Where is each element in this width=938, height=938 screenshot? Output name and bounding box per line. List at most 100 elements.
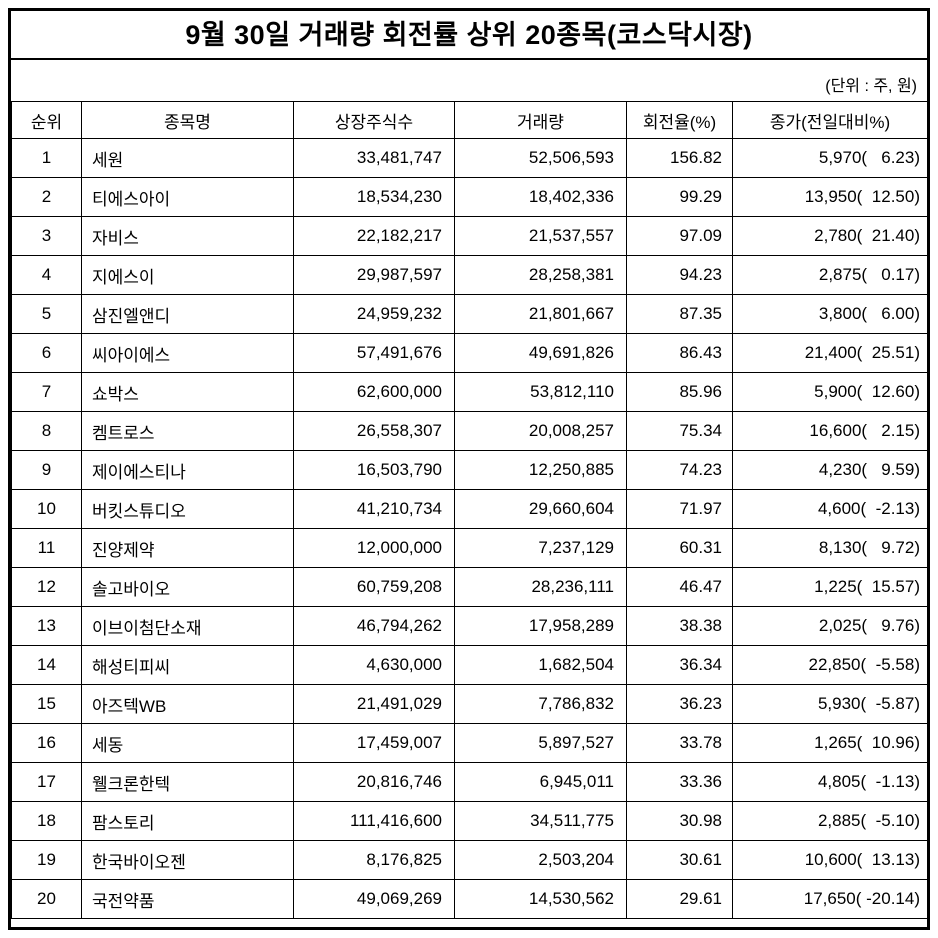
- volume-cell: 2,503,204: [454, 840, 627, 880]
- stock-name-cell: 국전약품: [81, 879, 294, 919]
- stock-name-cell: 진양제약: [81, 528, 294, 568]
- turnover-cell: 38.38: [626, 606, 733, 646]
- turnover-cell: 36.23: [626, 684, 733, 724]
- table-row: 6 씨아이에스 57,491,676 49,691,826 86.43 21,400( 2…: [11, 333, 928, 373]
- rank-cell: 5: [11, 294, 82, 334]
- volume-cell: 7,237,129: [454, 528, 627, 568]
- turnover-cell: 30.98: [626, 801, 733, 841]
- volume-cell: 29,660,604: [454, 489, 627, 529]
- table-row: 9 제이에스티나 16,503,790 12,250,885 74.23 4,230( 9…: [11, 450, 928, 490]
- table-row: 20 국전약품 49,069,269 14,530,562 29.61 17,650( -…: [11, 879, 928, 919]
- listed-shares-cell: 8,176,825: [293, 840, 455, 880]
- close-price-cell: 5,900( 12.60): [732, 372, 928, 412]
- close-price-cell: 17,650( -20.14): [732, 879, 928, 919]
- turnover-cell: 33.78: [626, 723, 733, 763]
- column-header-close_price_change: 종가(전일대비%): [732, 101, 928, 139]
- table-row: 5 삼진엘앤디 24,959,232 21,801,667 87.35 3,800( 6.…: [11, 294, 928, 334]
- listed-shares-cell: 22,182,217: [293, 216, 455, 256]
- volume-cell: 21,801,667: [454, 294, 627, 334]
- rank-cell: 3: [11, 216, 82, 256]
- table-row: 1 세원 33,481,747 52,506,593 156.82 5,970( 6.23…: [11, 138, 928, 178]
- close-price-cell: 5,970( 6.23): [732, 138, 928, 178]
- volume-cell: 52,506,593: [454, 138, 627, 178]
- listed-shares-cell: 33,481,747: [293, 138, 455, 178]
- column-header-listed_shares: 상장주식수: [293, 101, 455, 139]
- turnover-cell: 97.09: [626, 216, 733, 256]
- listed-shares-cell: 21,491,029: [293, 684, 455, 724]
- turnover-cell: 86.43: [626, 333, 733, 373]
- column-header-volume: 거래량: [454, 101, 627, 139]
- turnover-cell: 75.34: [626, 411, 733, 451]
- column-header-stock_name: 종목명: [81, 101, 294, 139]
- rank-cell: 14: [11, 645, 82, 685]
- table-row: 3 자비스 22,182,217 21,537,557 97.09 2,780( 21.4…: [11, 216, 928, 256]
- table-row: 2 티에스아이 18,534,230 18,402,336 99.29 13,950( 1…: [11, 177, 928, 217]
- turnover-cell: 36.34: [626, 645, 733, 685]
- turnover-cell: 60.31: [626, 528, 733, 568]
- close-price-cell: 2,780( 21.40): [732, 216, 928, 256]
- table-header-row: 순위 종목명 상장주식수 거래량 회전율(%) 종가(전일대비%): [11, 101, 928, 139]
- stock-name-cell: 제이에스티나: [81, 450, 294, 490]
- close-price-cell: 4,600( -2.13): [732, 489, 928, 529]
- table-row: 16 세동 17,459,007 5,897,527 33.78 1,265( 10.96…: [11, 723, 928, 763]
- stock-name-cell: 버킷스튜디오: [81, 489, 294, 529]
- close-price-cell: 2,025( 9.76): [732, 606, 928, 646]
- stock-name-cell: 해성티피씨: [81, 645, 294, 685]
- close-price-cell: 2,885( -5.10): [732, 801, 928, 841]
- table-row: 19 한국바이오젠 8,176,825 2,503,204 30.61 10,600( 1…: [11, 840, 928, 880]
- rank-cell: 7: [11, 372, 82, 412]
- listed-shares-cell: 46,794,262: [293, 606, 455, 646]
- listed-shares-cell: 20,816,746: [293, 762, 455, 802]
- turnover-cell: 156.82: [626, 138, 733, 178]
- listed-shares-cell: 16,503,790: [293, 450, 455, 490]
- rank-cell: 15: [11, 684, 82, 724]
- table-row: 10 버킷스튜디오 41,210,734 29,660,604 71.97 4,600( …: [11, 489, 928, 529]
- rank-cell: 13: [11, 606, 82, 646]
- table-row: 15 아즈텍WB 21,491,029 7,786,832 36.23 5,930( -5…: [11, 684, 928, 724]
- stock-name-cell: 씨아이에스: [81, 333, 294, 373]
- listed-shares-cell: 29,987,597: [293, 255, 455, 295]
- turnover-cell: 74.23: [626, 450, 733, 490]
- listed-shares-cell: 18,534,230: [293, 177, 455, 217]
- rank-cell: 16: [11, 723, 82, 763]
- stock-name-cell: 쇼박스: [81, 372, 294, 412]
- listed-shares-cell: 24,959,232: [293, 294, 455, 334]
- listed-shares-cell: 60,759,208: [293, 567, 455, 607]
- close-price-cell: 22,850( -5.58): [732, 645, 928, 685]
- close-price-cell: 10,600( 13.13): [732, 840, 928, 880]
- volume-cell: 17,958,289: [454, 606, 627, 646]
- stock-name-cell: 웰크론한텍: [81, 762, 294, 802]
- stock-name-cell: 팜스토리: [81, 801, 294, 841]
- close-price-cell: 16,600( 2.15): [732, 411, 928, 451]
- table-row: 7 쇼박스 62,600,000 53,812,110 85.96 5,900( 12.6…: [11, 372, 928, 412]
- listed-shares-cell: 62,600,000: [293, 372, 455, 412]
- volume-cell: 34,511,775: [454, 801, 627, 841]
- rank-cell: 9: [11, 450, 82, 490]
- column-header-rank: 순위: [11, 101, 82, 139]
- volume-cell: 21,537,557: [454, 216, 627, 256]
- rank-cell: 4: [11, 255, 82, 295]
- stock-name-cell: 솔고바이오: [81, 567, 294, 607]
- listed-shares-cell: 111,416,600: [293, 801, 455, 841]
- table-row: 13 이브이첨단소재 46,794,262 17,958,289 38.38 2,025(…: [11, 606, 928, 646]
- stock-name-cell: 세원: [81, 138, 294, 178]
- close-price-cell: 8,130( 9.72): [732, 528, 928, 568]
- volume-cell: 28,236,111: [454, 567, 627, 607]
- table-row: 8 켐트로스 26,558,307 20,008,257 75.34 16,600( 2.…: [11, 411, 928, 451]
- volume-cell: 20,008,257: [454, 411, 627, 451]
- stock-name-cell: 세동: [81, 723, 294, 763]
- listed-shares-cell: 4,630,000: [293, 645, 455, 685]
- close-price-cell: 21,400( 25.51): [732, 333, 928, 373]
- table-row: 4 지에스이 29,987,597 28,258,381 94.23 2,875( 0.1…: [11, 255, 928, 295]
- listed-shares-cell: 17,459,007: [293, 723, 455, 763]
- table-row: 11 진양제약 12,000,000 7,237,129 60.31 8,130( 9.7…: [11, 528, 928, 568]
- turnover-cell: 30.61: [626, 840, 733, 880]
- volume-cell: 53,812,110: [454, 372, 627, 412]
- rank-cell: 17: [11, 762, 82, 802]
- table-row: 18 팜스토리 111,416,600 34,511,775 30.98 2,885( -…: [11, 801, 928, 841]
- volume-cell: 5,897,527: [454, 723, 627, 763]
- close-price-cell: 1,265( 10.96): [732, 723, 928, 763]
- turnover-cell: 85.96: [626, 372, 733, 412]
- rank-cell: 11: [11, 528, 82, 568]
- rank-cell: 20: [11, 879, 82, 919]
